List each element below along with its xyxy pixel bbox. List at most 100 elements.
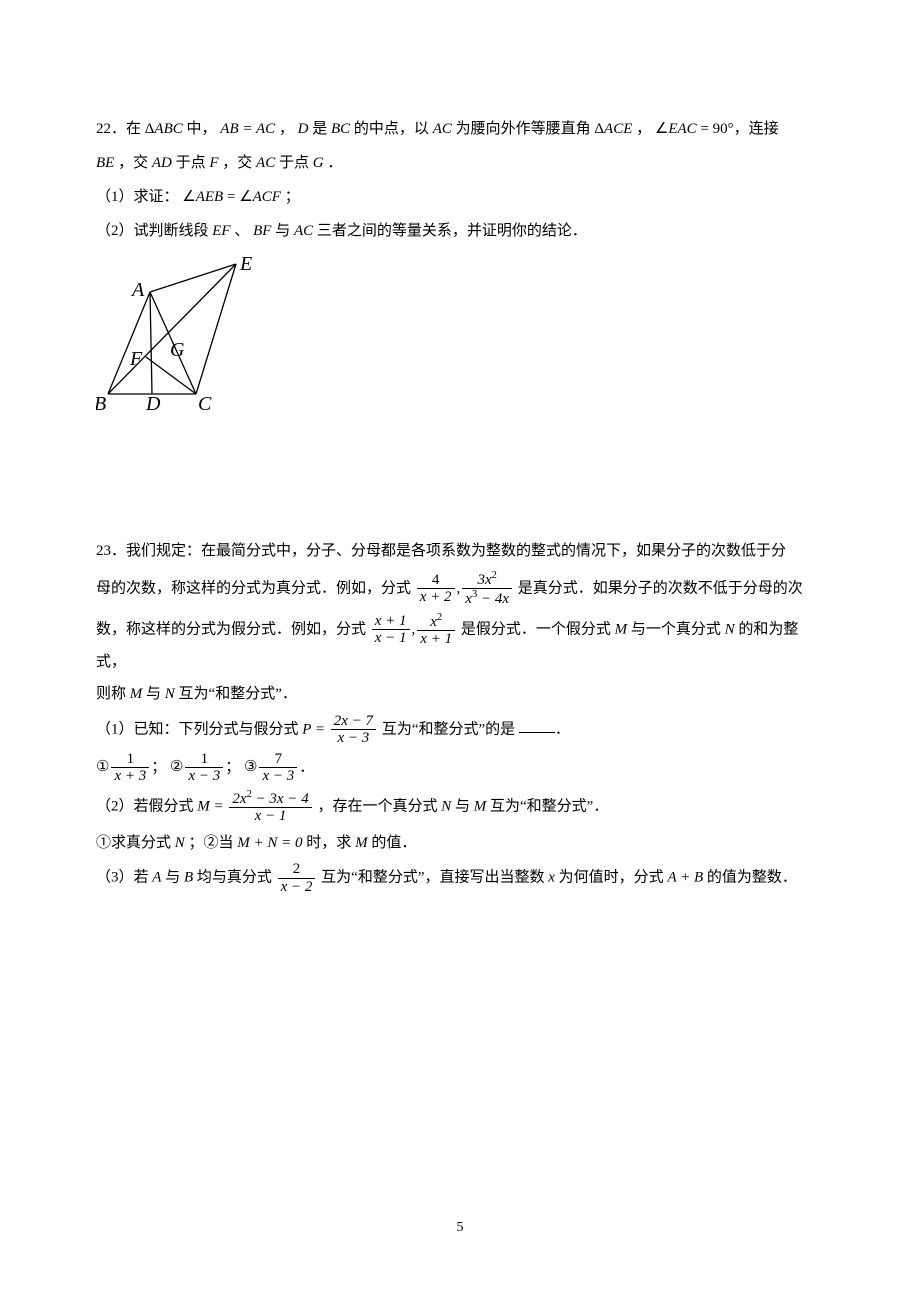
t: 互为“和整分式”，直接写出当整数 [317, 869, 548, 885]
opt1-frac: 1x + 3 [111, 751, 149, 785]
frac-M: 2x2 − 3x − 4x − 1 [229, 789, 311, 825]
t: ， [275, 121, 298, 137]
sep: ． [299, 759, 314, 775]
AC2: AC [256, 155, 275, 171]
sep: ； [225, 759, 244, 775]
q22-stem-line1: 22．在 ΔABC 中， AB = AC ， D 是 BC 的中点，以 AC 为… [96, 114, 824, 144]
q23-p2: （2）若假分式 M = 2x2 − 3x − 4x − 1 ，存在一个真分式 N… [96, 789, 824, 825]
frac-2-xm2: 2x − 2 [278, 861, 316, 895]
eqsign: = [223, 189, 239, 205]
frac-4-over-xp2: 4x + 2 [417, 572, 455, 606]
t: ，存在一个真分式 [314, 798, 442, 814]
AC: AC [433, 121, 452, 137]
acf: ACF [253, 189, 281, 205]
eq-ab-ac: AB = AC [220, 121, 275, 137]
q23-line3: 数，称这样的分式为假分式．例如，分式 x + 1x − 1,x2x + 1 是假… [96, 612, 824, 677]
q23-p1: （1）已知：下列分式与假分式 P = 2x − 7x − 3 互为“和整分式”的… [96, 713, 824, 747]
t: ，交 [219, 155, 257, 171]
frac-x2-xp1: x2x + 1 [417, 612, 455, 648]
svg-text:C: C [198, 393, 212, 415]
ace: ACE [604, 121, 632, 137]
N1: N [725, 621, 735, 637]
frac-xp1-xm1: x + 1x − 1 [372, 613, 410, 647]
Peq: P = [302, 721, 329, 737]
BC: BC [331, 121, 350, 137]
M3: M [474, 798, 487, 814]
N3: N [441, 798, 451, 814]
comma1: , [457, 580, 461, 596]
t: （1）求证： [96, 189, 182, 205]
q23-p3: （3）若 A 与 B 均与真分式 2x − 2 互为“和整分式”，直接写出当整数… [96, 861, 824, 895]
opt2-frac: 1x − 3 [185, 751, 223, 785]
answer-blank[interactable] [519, 717, 555, 733]
abc: ABC [154, 121, 182, 137]
t: ． [324, 155, 343, 171]
t: 的中点，以 [350, 121, 433, 137]
ang-eac: ∠ [655, 121, 668, 137]
MN0: M + N = 0 [237, 835, 302, 851]
tri-ace-d: Δ [594, 121, 604, 137]
t: ，连接 [734, 121, 779, 137]
t: 为腰向外作等腰直角 [452, 121, 595, 137]
M4: M [355, 835, 368, 851]
t: （3）若 [96, 869, 152, 885]
t: 与一个真分式 [627, 621, 725, 637]
AD: AD [152, 155, 172, 171]
t: 与 [161, 869, 184, 885]
q23-number: 23 [96, 543, 111, 559]
BF: BF [253, 223, 271, 239]
frac-P: 2x − 7x − 3 [331, 713, 376, 747]
t: 互为“和整分式”的是 [378, 721, 519, 737]
t: ．我们规定：在最简分式中，分子、分母都是各项系数为整数的整式的情况下，如果分子的… [111, 543, 786, 559]
t: ， [632, 121, 655, 137]
ang1: ∠ [182, 189, 195, 205]
q22-figure: AEBDCFG [96, 252, 824, 433]
opt3-num: ③ [244, 753, 257, 782]
t: 三者之间的等量关系，并证明你的结论． [313, 223, 587, 239]
aeb: AEB [196, 189, 224, 205]
G: G [313, 155, 324, 171]
svg-text:B: B [96, 393, 106, 415]
x: x [548, 869, 555, 885]
opt1-num: ① [96, 753, 109, 782]
t: 、 [231, 223, 254, 239]
t: 是假分式．一个假分式 [457, 621, 615, 637]
q23-line4: 则称 M 与 N 互为“和整分式”． [96, 680, 824, 709]
AplusB: A + B [667, 869, 703, 885]
N2: N [165, 686, 175, 702]
q22-number: 22 [96, 121, 111, 137]
D: D [298, 121, 309, 137]
t: ． [555, 721, 570, 737]
t: 均与真分式 [193, 869, 276, 885]
eq90: = 90° [697, 121, 734, 137]
t: 时，求 [303, 835, 356, 851]
AC3: AC [294, 223, 313, 239]
eac: EAC [668, 121, 696, 137]
t: 于点 [172, 155, 210, 171]
q23-line2: 母的次数，称这样的分式为真分式．例如，分式 4x + 2,3x2x3 − 4x … [96, 570, 824, 608]
t: （2）若假分式 [96, 798, 197, 814]
sep: ； [151, 759, 170, 775]
t: ．在 [111, 121, 145, 137]
t: ，交 [114, 155, 152, 171]
t: （1）已知：下列分式与假分式 [96, 721, 302, 737]
t: 互为“和整分式”． [486, 798, 608, 814]
t: 母的次数，称这样的分式为真分式．例如，分式 [96, 580, 415, 596]
svg-text:F: F [129, 348, 143, 370]
triangle-figure: AEBDCFG [96, 252, 256, 422]
q22-part1: （1）求证： ∠AEB = ∠ACF ； [96, 182, 824, 212]
M2: M [130, 686, 143, 702]
t: 与 [142, 686, 165, 702]
t: 是真分式．如果分子的次数不低于分母的次 [514, 580, 803, 596]
Meq: M = [197, 798, 227, 814]
svg-text:D: D [145, 393, 161, 415]
spacer [96, 443, 824, 533]
F: F [209, 155, 218, 171]
ang2: ∠ [239, 189, 252, 205]
EF: EF [212, 223, 230, 239]
svg-text:A: A [130, 279, 145, 301]
M1: M [615, 621, 628, 637]
t: 则称 [96, 686, 130, 702]
t: 互为“和整分式”． [175, 686, 297, 702]
svg-text:G: G [170, 339, 185, 361]
